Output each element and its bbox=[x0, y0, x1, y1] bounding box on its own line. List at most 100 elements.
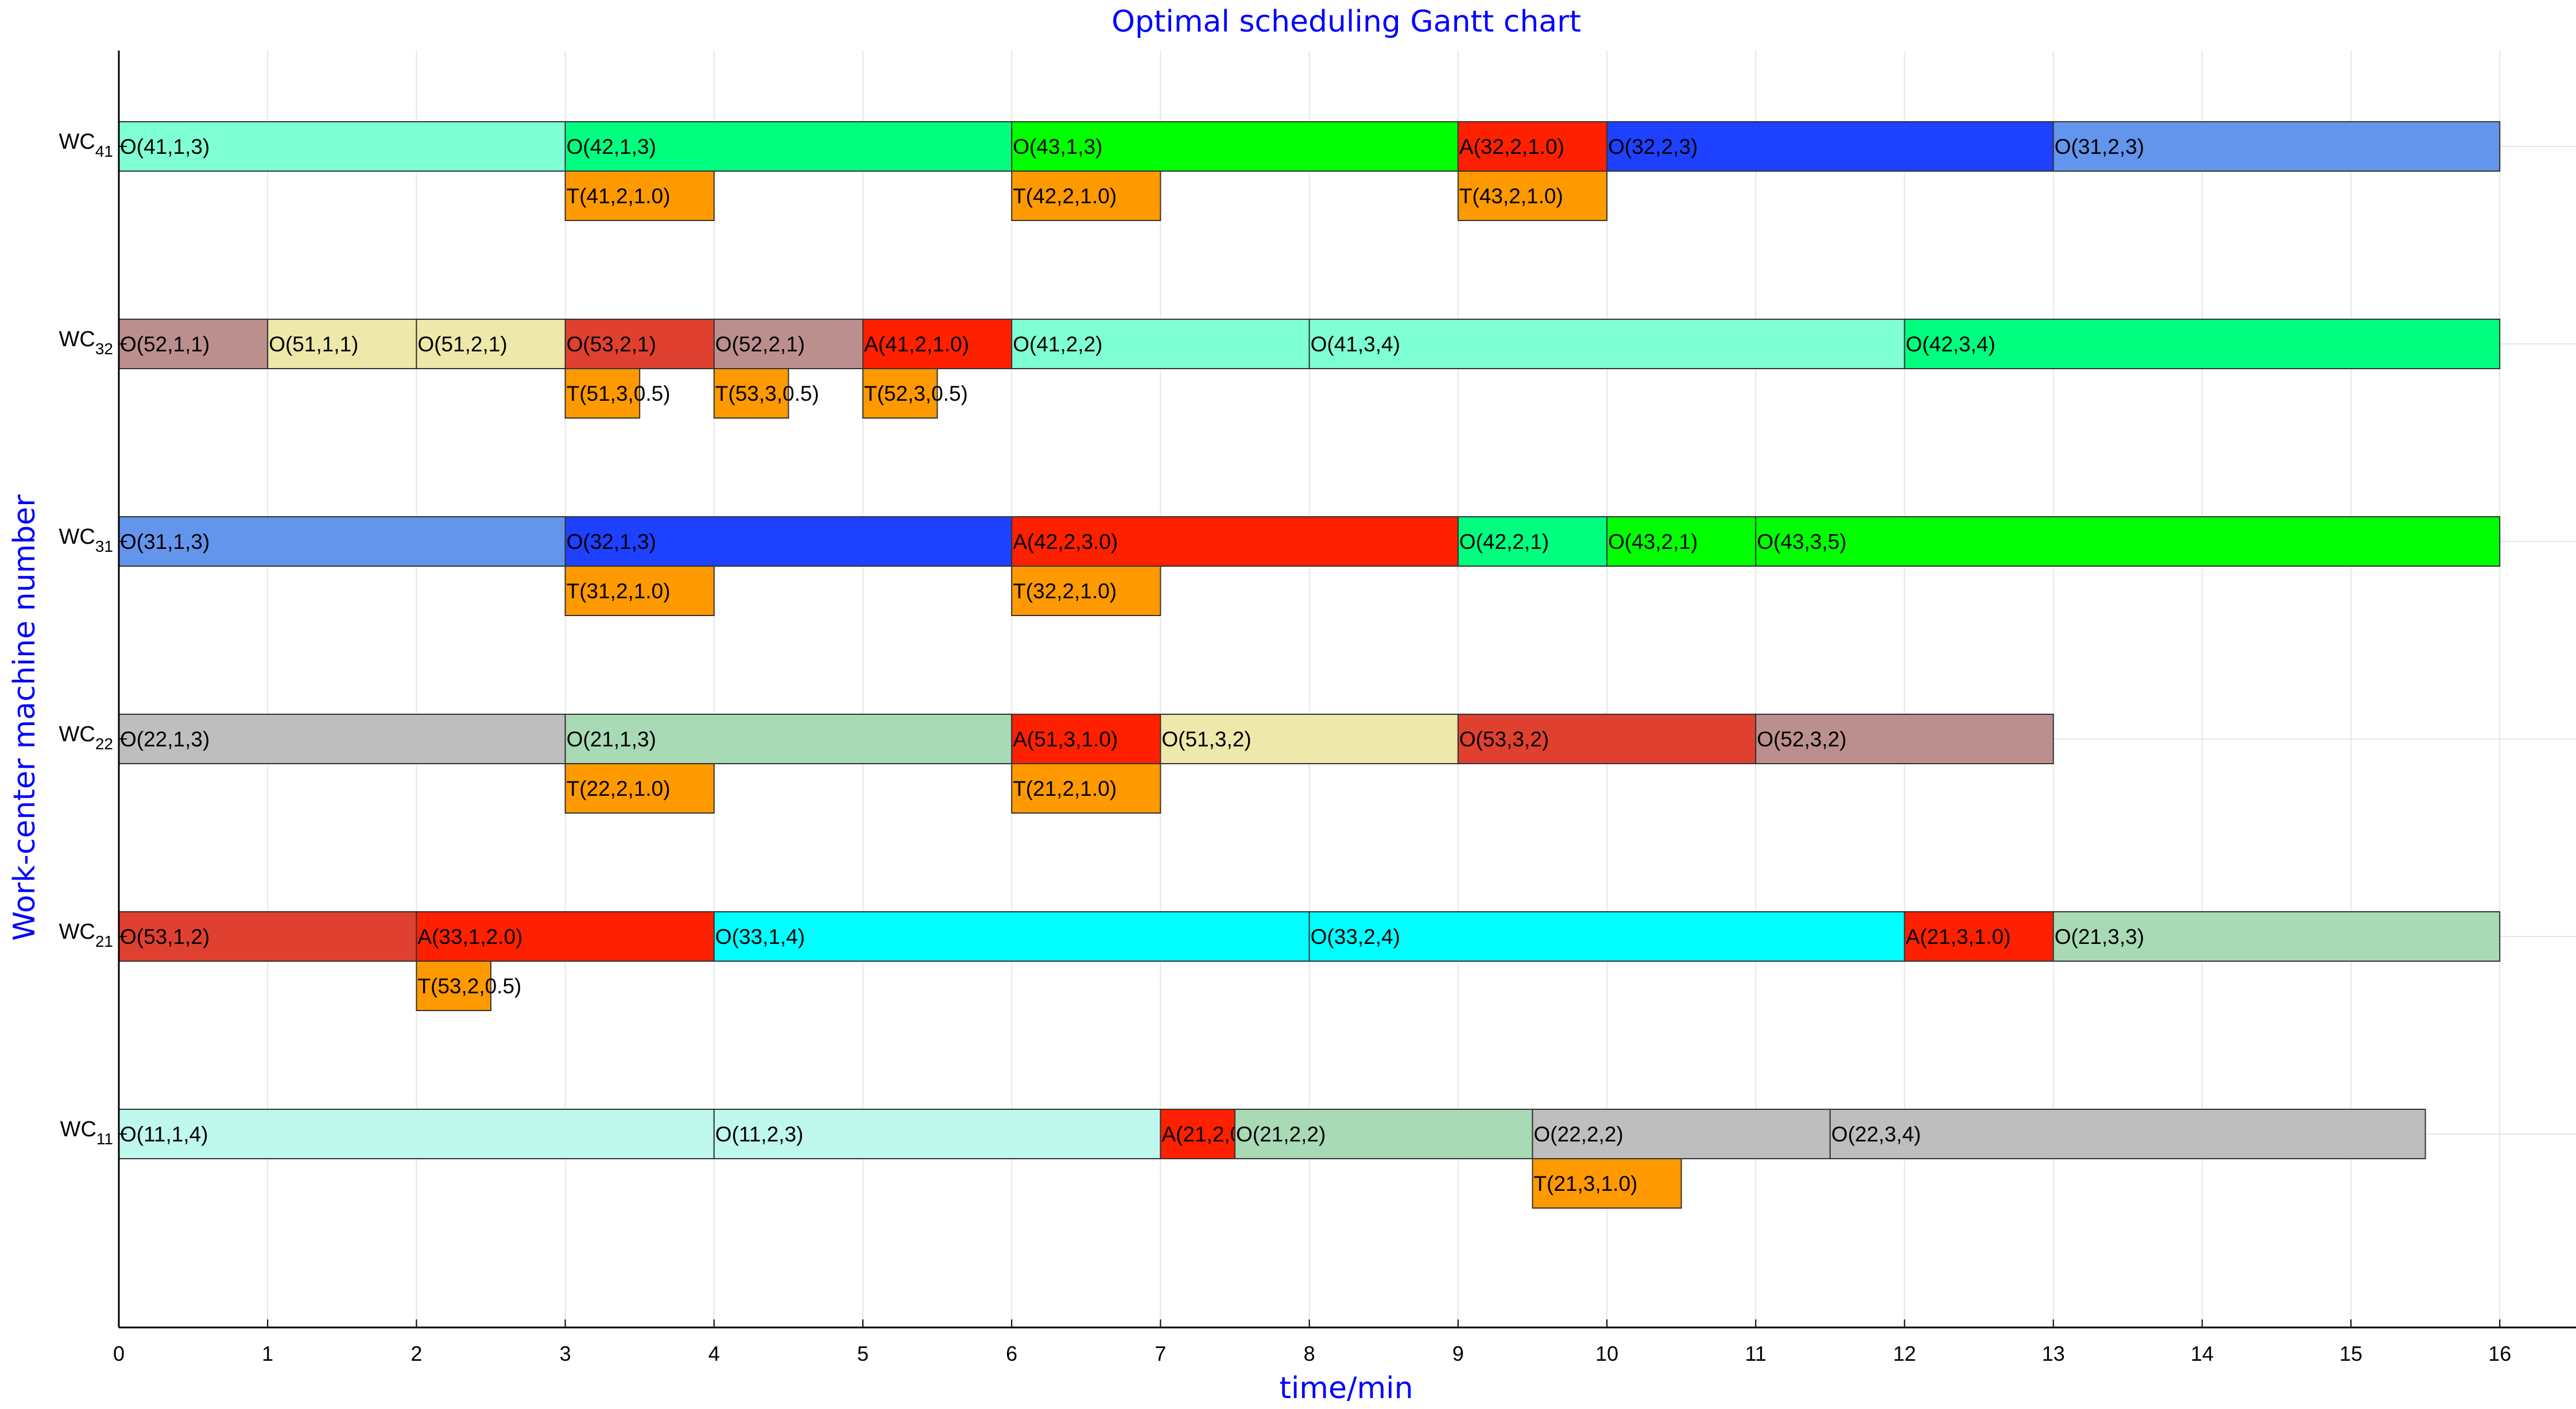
operation-bar-label: O(42,3,4) bbox=[1905, 332, 1995, 356]
operation-bar-label: O(41,2,2) bbox=[1013, 332, 1102, 356]
x-tick-label: 0 bbox=[113, 1342, 125, 1365]
operation-bar bbox=[1457, 714, 1757, 764]
y-axis-label: Work-center machine number bbox=[7, 494, 42, 941]
operation-bar-label: O(31,1,3) bbox=[120, 530, 210, 553]
operation-bar bbox=[1755, 714, 2054, 764]
y-tick-label: WC22 bbox=[59, 722, 113, 753]
operation-bar bbox=[1904, 319, 2501, 369]
operation-bar bbox=[1308, 319, 1905, 369]
axes: 0 1 2 3 4 5 6 7 8 9 10 11 12 13 14 15 16WC41WC32WC31WC22… bbox=[59, 51, 2576, 1365]
operation-bar-label: O(41,1,3) bbox=[120, 135, 210, 158]
operation-bar-label: O(22,1,3) bbox=[120, 727, 210, 751]
transport-bar-label: T(22,2,1.0) bbox=[567, 777, 671, 800]
operation-bar-label: O(43,2,1) bbox=[1608, 530, 1698, 553]
operation-bar-label: O(43,1,3) bbox=[1013, 135, 1102, 158]
operation-bar-label: O(51,3,2) bbox=[1161, 727, 1251, 751]
operation-bar bbox=[416, 319, 566, 369]
operation-bar-label: O(22,2,2) bbox=[1533, 1122, 1623, 1146]
operation-bar bbox=[118, 1109, 715, 1159]
operation-bar-label: O(51,1,1) bbox=[269, 332, 358, 356]
x-tick-label: 15 bbox=[2339, 1342, 2362, 1365]
operation-bar bbox=[564, 516, 1013, 567]
transport-bar bbox=[1011, 566, 1161, 616]
operation-bar bbox=[1011, 319, 1310, 369]
operation-bar bbox=[713, 319, 864, 369]
transport-bar-label: T(43,2,1.0) bbox=[1459, 184, 1563, 208]
operation-bar bbox=[1011, 516, 1459, 567]
transport-bar bbox=[1011, 171, 1161, 221]
y-tick-label: WC41 bbox=[59, 130, 113, 160]
operation-bar-label: A(41,2,1.0) bbox=[864, 332, 969, 356]
operation-bar bbox=[1532, 1109, 1831, 1159]
operation-bar-label: O(53,1,2) bbox=[120, 925, 210, 949]
x-tick-label: 13 bbox=[2042, 1342, 2065, 1365]
transport-bar bbox=[862, 368, 938, 419]
operation-bar-label: O(52,1,1) bbox=[120, 332, 210, 356]
operation-bar-label: O(43,3,5) bbox=[1757, 530, 1846, 553]
y-tick-label: WC11 bbox=[60, 1117, 113, 1148]
operation-bar-label: O(42,1,3) bbox=[567, 135, 656, 158]
transport-bar bbox=[1532, 1158, 1682, 1209]
operation-bar-label: O(21,1,3) bbox=[567, 727, 656, 751]
operation-bar bbox=[118, 714, 566, 764]
operation-bar bbox=[1904, 911, 2054, 962]
x-tick-label: 9 bbox=[1452, 1342, 1464, 1365]
operation-bar-label: O(53,2,1) bbox=[567, 332, 656, 356]
operation-bar bbox=[1755, 516, 2501, 567]
operation-bar-label: A(42,2,3.0) bbox=[1013, 530, 1118, 553]
operation-bar-label: O(32,2,3) bbox=[1608, 135, 1698, 158]
operation-bar-label: A(32,2,1.0) bbox=[1459, 135, 1564, 158]
operation-bar bbox=[1011, 121, 1459, 172]
x-tick-label: 3 bbox=[560, 1342, 571, 1365]
x-tick-label: 2 bbox=[410, 1342, 422, 1365]
transport-bar bbox=[564, 368, 641, 419]
operation-bar-label: A(51,3,1.0) bbox=[1013, 727, 1118, 751]
operation-bar bbox=[1160, 1109, 1236, 1159]
operation-bar-label: O(33,1,4) bbox=[715, 925, 805, 949]
operation-bar-label: O(21,3,3) bbox=[2055, 925, 2144, 949]
transport-bar bbox=[564, 763, 715, 814]
operation-bar bbox=[564, 121, 1013, 172]
operation-bar bbox=[2052, 121, 2501, 172]
x-tick-label: 16 bbox=[2488, 1342, 2511, 1365]
operation-bar-label: O(53,3,2) bbox=[1459, 727, 1549, 751]
y-tick-label: WC32 bbox=[59, 327, 113, 358]
transport-bar-label: T(53,2,0.5) bbox=[417, 974, 521, 998]
operation-bar bbox=[713, 1109, 1161, 1159]
operation-bar bbox=[1160, 714, 1459, 764]
operation-bar bbox=[2052, 911, 2501, 962]
x-tick-label: 4 bbox=[708, 1342, 720, 1365]
operation-bar-label: O(22,3,4) bbox=[1831, 1122, 1921, 1146]
operation-bar-label: O(52,3,2) bbox=[1757, 727, 1846, 751]
x-tick-label: 8 bbox=[1304, 1342, 1315, 1365]
operation-bar-label: O(41,3,4) bbox=[1311, 332, 1400, 356]
x-tick-label: 7 bbox=[1155, 1342, 1166, 1365]
operation-bar-label: O(33,2,4) bbox=[1311, 925, 1400, 949]
x-tick-label: 5 bbox=[857, 1342, 869, 1365]
transport-bar-label: T(42,2,1.0) bbox=[1013, 184, 1117, 208]
bars: O(41,1,3) O(42,1,3) O(43,1,3) A(32,2,1.0) O(… bbox=[118, 121, 2501, 1209]
x-tick-label: 14 bbox=[2191, 1342, 2214, 1365]
transport-bar-label: T(21,3,1.0) bbox=[1533, 1172, 1637, 1195]
operation-bar bbox=[862, 319, 1013, 369]
operation-bar-label: O(52,2,1) bbox=[715, 332, 805, 356]
operation-bar bbox=[1829, 1109, 2426, 1159]
operation-bar bbox=[416, 911, 715, 962]
operation-bar-label: O(32,1,3) bbox=[567, 530, 656, 553]
transport-bar-label: T(51,3,0.5) bbox=[567, 382, 671, 405]
y-tick-label: WC31 bbox=[59, 525, 113, 555]
y-tick-label: WC21 bbox=[59, 920, 113, 950]
operation-bar-label: A(33,1,2.0) bbox=[417, 925, 522, 949]
transport-bar-label: T(53,3,0.5) bbox=[715, 382, 819, 405]
operation-bar bbox=[118, 516, 566, 567]
transport-bar-label: T(32,2,1.0) bbox=[1013, 579, 1117, 603]
transport-bar-label: T(41,2,1.0) bbox=[567, 184, 671, 208]
operation-bar-label: O(31,2,3) bbox=[2055, 135, 2144, 158]
x-tick-label: 6 bbox=[1006, 1342, 1017, 1365]
operation-bar-label: O(42,2,1) bbox=[1459, 530, 1549, 553]
operation-bar bbox=[118, 121, 566, 172]
transport-bar bbox=[416, 961, 492, 1011]
x-tick-label: 10 bbox=[1595, 1342, 1618, 1365]
transport-bar-label: T(21,2,1.0) bbox=[1013, 777, 1117, 800]
